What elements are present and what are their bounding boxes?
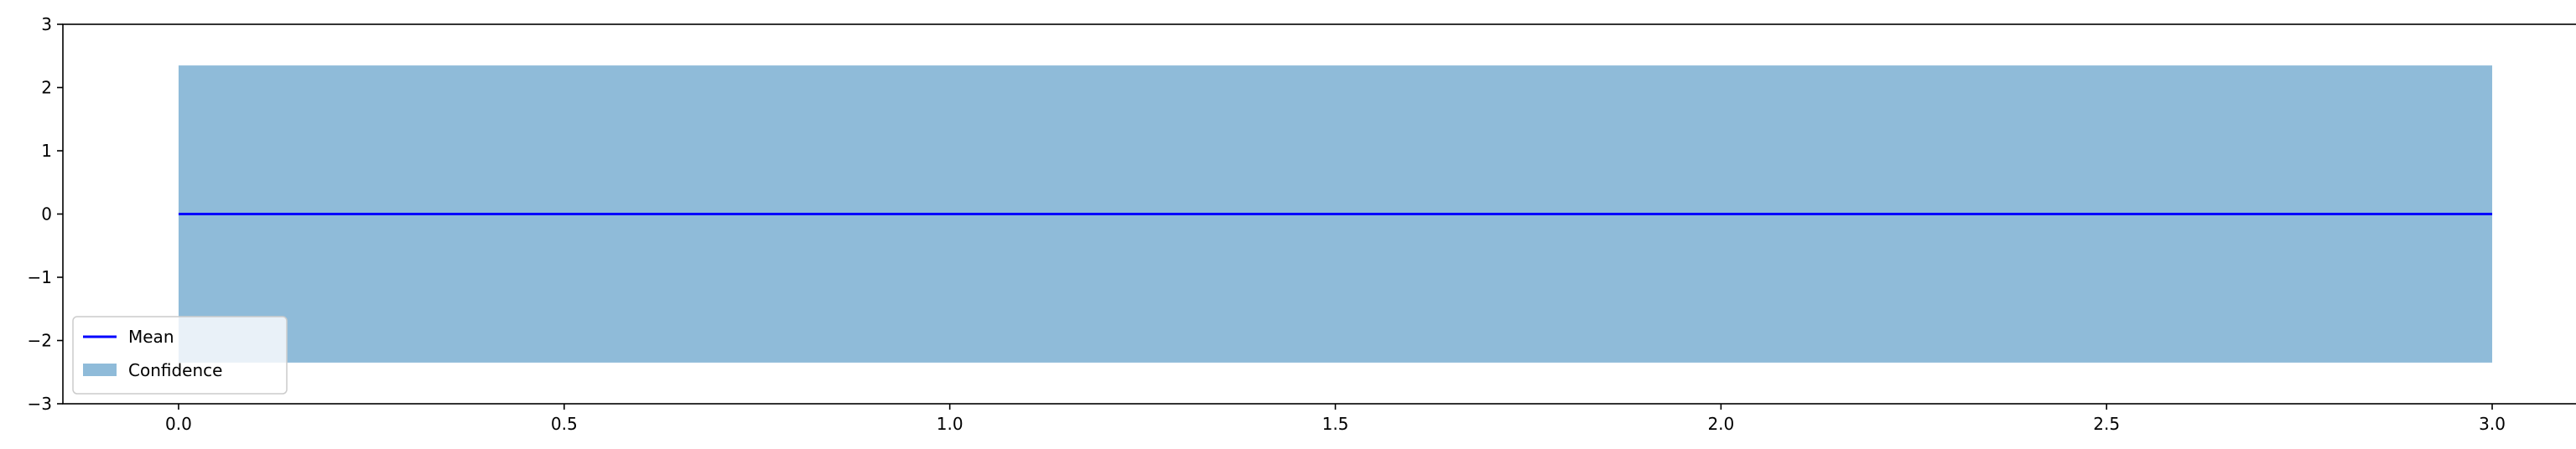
plot-area — [178, 65, 2493, 363]
x-tick-label: 2.5 — [2093, 414, 2120, 434]
x-tick-label: 0.5 — [551, 414, 578, 434]
x-tick-label: 1.5 — [1322, 414, 1349, 434]
axes: 0.0 0.5 1.0 1.5 2.0 2.5 3.0 −3 −2 −1 0 1 2 3 — [28, 14, 2576, 434]
legend-label: Mean — [128, 327, 174, 347]
legend-handle-confidence — [83, 364, 117, 376]
legend-box — [72, 316, 288, 395]
legend-label: Confidence — [128, 360, 222, 380]
y-tick-label: 1 — [41, 141, 52, 161]
y-tick-label: −3 — [28, 394, 52, 414]
y-tick-label: 2 — [41, 78, 52, 98]
x-tick-label: 1.0 — [937, 414, 963, 434]
y-tick-label: −2 — [28, 331, 52, 351]
y-tick-label: 3 — [41, 14, 52, 34]
y-tick-label: −1 — [28, 267, 52, 287]
legend: Mean Confidence — [72, 316, 288, 395]
x-tick-label: 0.0 — [165, 414, 192, 434]
y-tick-label: 0 — [41, 204, 52, 224]
x-tick-label: 2.0 — [1707, 414, 1734, 434]
x-tick-label: 3.0 — [2479, 414, 2506, 434]
